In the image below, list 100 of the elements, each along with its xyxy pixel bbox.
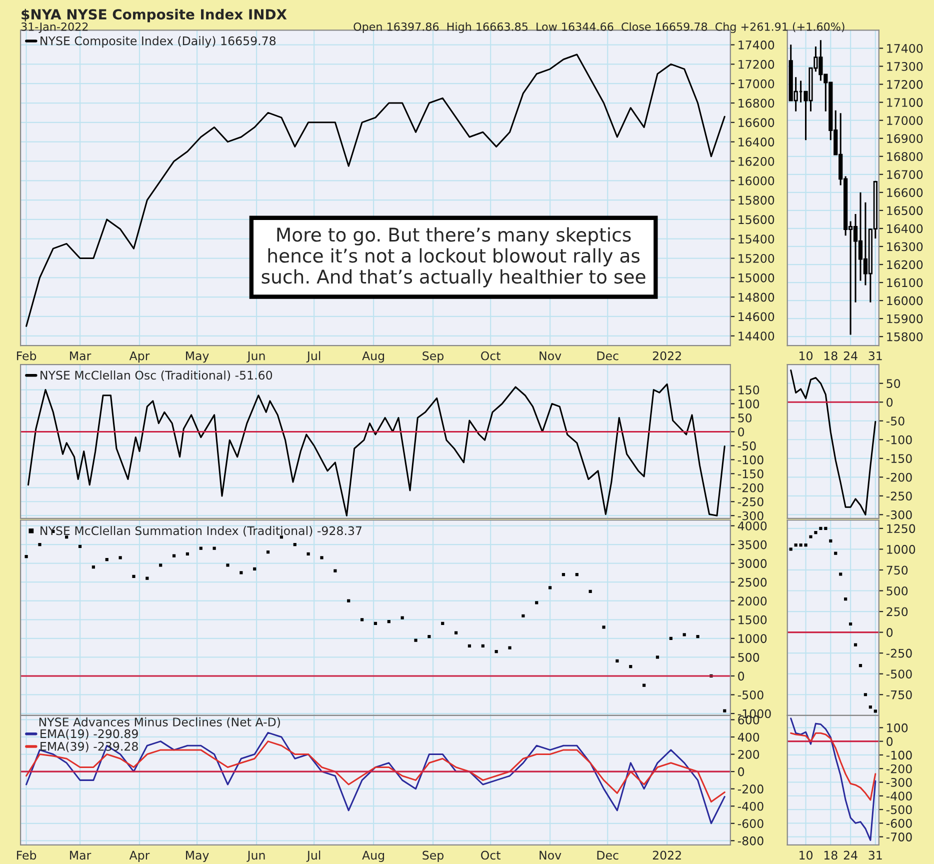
y-tick-label: 50 [738, 413, 752, 422]
y-tick-label: -200 [738, 483, 764, 492]
x-tick-label: Nov [540, 850, 562, 860]
y-tick-label: 400 [738, 732, 760, 742]
x-tick-label: Feb [17, 850, 36, 860]
y-tick-label: 0 [886, 628, 893, 637]
x-tick-label: Aug [362, 352, 384, 363]
y-tick-label: 17200 [738, 60, 774, 69]
x-tick-label: Dec [597, 850, 618, 860]
y-tick-label: 14400 [738, 332, 774, 341]
y-tick-label: -250 [886, 648, 912, 658]
x-tick-label: Mar [70, 352, 92, 360]
y-tick-label: -800 [738, 836, 764, 846]
x-tick-label: Sep [422, 850, 444, 862]
x-tick-label: Apr [129, 352, 150, 363]
y-tick-label: 17100 [887, 98, 923, 107]
y-tick-label: 15400 [738, 234, 774, 244]
y-tick-label: 15900 [887, 314, 923, 324]
y-tick-label: -50 [738, 441, 756, 450]
y-tick-label: 17400 [738, 40, 774, 50]
y-tick-label: 250 [886, 607, 908, 616]
y-tick-label: -500 [886, 805, 912, 814]
y-tick-label: -750 [886, 690, 912, 700]
y-tick-label: 15000 [738, 273, 774, 282]
chart-subtitle: 31-Jan-2022 [21, 22, 88, 33]
x-tick-label: 10 [800, 850, 812, 860]
legend-label: EMA(39) -239.28 [40, 742, 138, 752]
y-tick-label: 3000 [738, 559, 767, 568]
y-tick-label: 3500 [738, 540, 767, 550]
x-tick-label: Oct [481, 850, 500, 860]
x-tick-label: Jul [306, 351, 320, 362]
y-tick-label: 17400 [887, 44, 923, 53]
y-tick-label: 15200 [738, 254, 774, 263]
y-tick-label: 16900 [887, 134, 923, 144]
x-tick-label: 18 [824, 850, 838, 860]
y-tick-label: -250 [886, 492, 912, 501]
y-tick-label: -150 [738, 469, 764, 478]
y-tick-label: -200 [738, 784, 764, 794]
x-tick-label: Apr [129, 850, 150, 862]
y-tick-label: 16300 [887, 242, 923, 252]
y-tick-label: 15800 [738, 196, 774, 205]
legend-label: NYSE McClellan Osc (Traditional) -51.60 [40, 370, 272, 382]
y-tick-label: 4000 [738, 521, 767, 530]
chart-title: $NYA NYSE Composite Index INDX [22, 8, 287, 22]
y-tick-label: 2000 [738, 596, 767, 606]
y-tick-label: 50 [886, 379, 900, 388]
y-tick-label: -700 [886, 832, 912, 842]
x-tick-label: 2022 [652, 351, 681, 360]
y-tick-label: 1250 [887, 524, 916, 534]
x-tick-label: May [186, 850, 209, 862]
y-tick-label: -100 [886, 750, 912, 760]
y-tick-label: 16000 [887, 296, 923, 306]
legend-label: NYSE McClellan Summation Index (Traditional) -928.37 [40, 526, 362, 537]
y-tick-label: 100 [887, 723, 908, 732]
y-tick-label: 15600 [738, 215, 774, 224]
y-tick-label: -150 [886, 454, 912, 464]
x-tick-label: 2022 [652, 850, 681, 860]
y-tick-label: 14600 [738, 312, 774, 322]
y-tick-label: 16000 [738, 176, 774, 186]
y-tick-label: 16800 [738, 98, 774, 108]
y-tick-label: -500 [738, 690, 764, 700]
y-tick-label: 17200 [887, 80, 923, 89]
y-tick-label: 16200 [887, 260, 923, 270]
y-tick-label: 150 [738, 385, 760, 394]
y-tick-label: -100 [886, 435, 912, 444]
y-tick-label: -500 [886, 670, 912, 678]
y-tick-label: 0 [738, 767, 744, 776]
y-tick-label: 1500 [738, 615, 767, 624]
y-tick-label: 16500 [887, 206, 923, 216]
y-tick-label: 17000 [887, 116, 923, 125]
y-tick-label: 2500 [738, 578, 767, 587]
x-tick-label: 24 [844, 850, 858, 860]
y-tick-label: 16200 [738, 156, 774, 166]
y-tick-label: 0 [886, 398, 893, 407]
x-tick-label: Jun [246, 352, 265, 362]
y-tick-label: -600 [738, 819, 764, 828]
y-tick-label: 0 [738, 427, 744, 436]
y-tick-label: 0 [738, 672, 744, 681]
y-tick-label: -200 [886, 472, 912, 482]
y-tick-label: 16400 [738, 138, 774, 146]
y-tick-label: -300 [886, 778, 912, 787]
y-tick-label: -100 [738, 455, 764, 464]
y-tick-label: 200 [738, 750, 760, 759]
y-tick-label: 750 [886, 566, 908, 575]
x-tick-label: Oct [481, 351, 500, 360]
x-tick-label: Feb [17, 351, 36, 360]
x-tick-label: Dec [597, 352, 618, 360]
x-tick-label: 10 [800, 351, 812, 360]
y-tick-label: 1000 [887, 544, 916, 554]
annotation: Open 16397.86 High 16663.85 Low 16344.66 Close 16659.78 Chg +261.91 (+1.60%) [354, 22, 844, 34]
y-tick-label: 16600 [887, 188, 923, 198]
y-tick-label: 15800 [887, 332, 923, 342]
x-tick-label: Sep [422, 351, 444, 363]
y-tick-label: 17000 [738, 79, 774, 88]
chart-title: NYSE Advances Minus Declines (Net A-D) [39, 717, 280, 728]
x-tick-label: Aug [362, 850, 384, 862]
x-tick-label: May [186, 352, 209, 363]
y-tick-label: 1000 [738, 634, 767, 644]
x-tick-label: 18 [824, 351, 838, 360]
y-tick-label: 17300 [887, 62, 923, 71]
